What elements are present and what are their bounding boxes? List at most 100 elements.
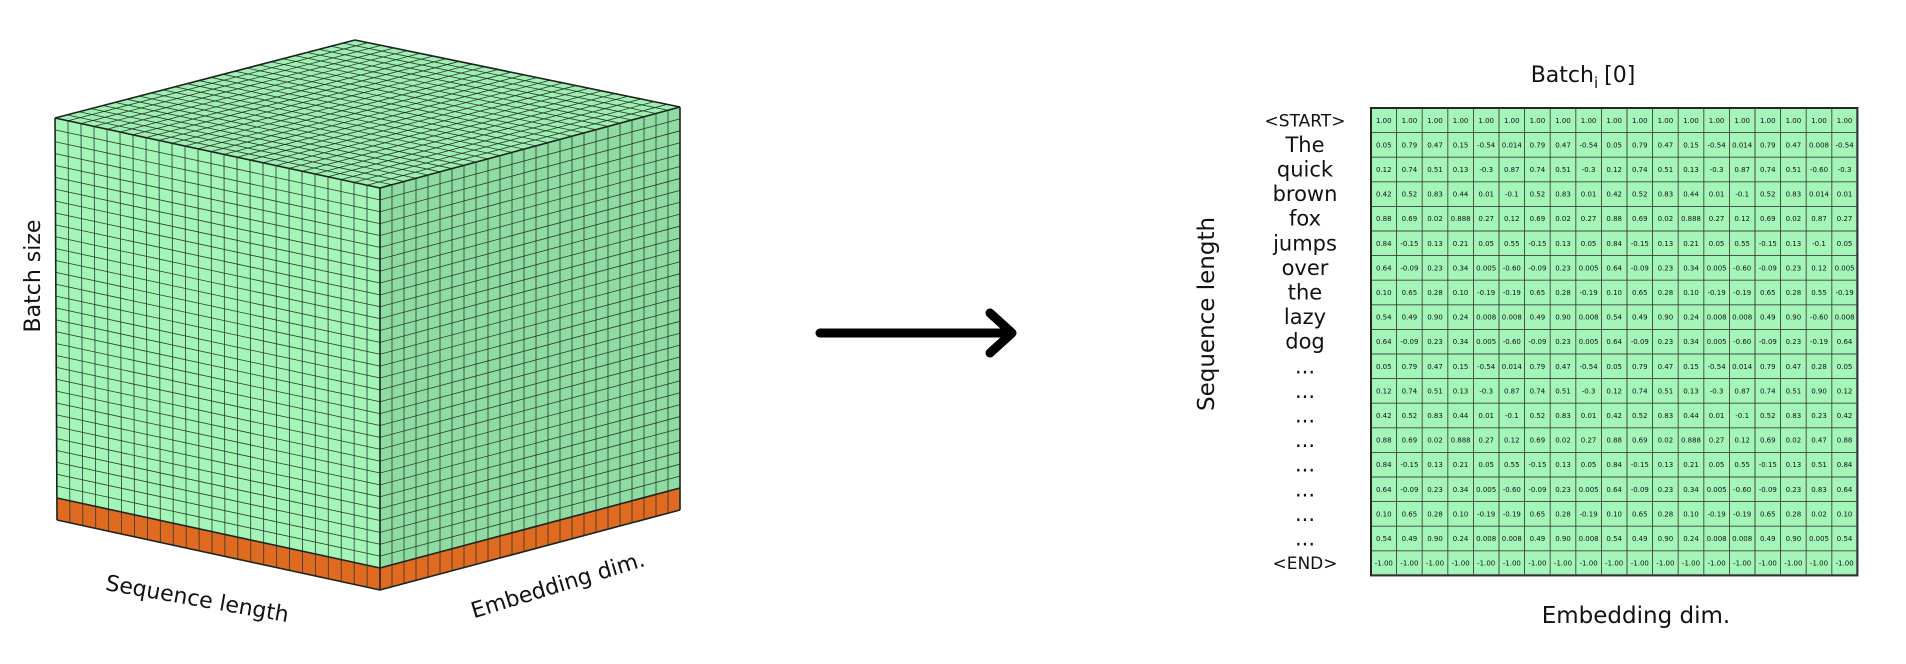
matrix-cell-value: 0.24 [1683, 314, 1699, 322]
matrix-cell-value: 0.24 [1453, 535, 1469, 543]
matrix-cell-value: -0.15 [1759, 461, 1777, 469]
matrix-cell-value: 0.52 [1632, 412, 1648, 420]
matrix-cell-value: 0.49 [1530, 314, 1546, 322]
matrix-cell-value: 0.15 [1683, 363, 1699, 371]
matrix-cell-value: -0.54 [1477, 141, 1496, 149]
matrix-cell-value: 0.79 [1530, 363, 1546, 371]
matrix-cell-value: 0.79 [1402, 363, 1418, 371]
matrix-cell-value: 0.13 [1453, 387, 1469, 395]
matrix-cell-value: 0.014 [1502, 141, 1523, 149]
matrix-cell-value: 0.005 [1476, 264, 1496, 272]
matrix-cell-value: 0.47 [1786, 363, 1802, 371]
matrix-cell-value: 0.52 [1632, 191, 1648, 199]
matrix-cell-value: 0.49 [1632, 314, 1648, 322]
matrix-cell-value: -1.00 [1375, 560, 1393, 568]
matrix-cell-value: 0.79 [1760, 141, 1776, 149]
matrix-cell-value: -0.19 [1477, 510, 1495, 518]
matrix-cell-value: 0.005 [1809, 535, 1829, 543]
matrix-row-axis-label: Sequence length [1194, 217, 1220, 411]
matrix-cell-value: 0.13 [1555, 461, 1571, 469]
matrix-cell-value: 0.02 [1658, 215, 1674, 223]
matrix-cell-value: 0.05 [1376, 363, 1392, 371]
matrix-cell-value: 0.23 [1555, 264, 1571, 272]
matrix-cell-value: 0.21 [1683, 240, 1699, 248]
matrix-cell-value: 0.74 [1402, 387, 1418, 395]
matrix-cell-value: -1.00 [1477, 560, 1495, 568]
matrix-cell-value: -0.60 [1810, 166, 1828, 174]
matrix-cell-value: 0.008 [1502, 535, 1522, 543]
matrix-cell-value: 1.00 [1632, 117, 1648, 125]
matrix-cell-value: 0.008 [1835, 314, 1855, 322]
matrix-cell-value: 0.42 [1606, 191, 1622, 199]
matrix-cell-value: -0.15 [1528, 240, 1546, 248]
matrix-cell-value: 0.13 [1658, 240, 1674, 248]
matrix-cell-value: 0.01 [1581, 191, 1597, 199]
matrix-cell-value: 0.01 [1581, 412, 1597, 420]
matrix-cell-value: 0.65 [1632, 289, 1648, 297]
matrix-cell-value: -0.15 [1528, 461, 1546, 469]
matrix-cell-value: 0.65 [1402, 510, 1418, 518]
matrix-cell-value: 0.888 [1451, 215, 1471, 223]
token-label: dog [1285, 330, 1325, 354]
matrix-cell-value: 0.83 [1786, 191, 1802, 199]
matrix-cell-value: 0.90 [1555, 314, 1571, 322]
matrix-cell-value: 0.10 [1453, 510, 1469, 518]
matrix-cell-value: -0.09 [1759, 264, 1777, 272]
matrix-cell-value: 0.27 [1581, 437, 1597, 445]
matrix-cell-value: 0.69 [1632, 215, 1648, 223]
matrix-cell-value: 0.005 [1476, 338, 1496, 346]
matrix-cell-value: 0.65 [1530, 289, 1546, 297]
matrix-cell-value: -1.00 [1580, 560, 1598, 568]
matrix-cell-value: 0.01 [1478, 191, 1494, 199]
matrix-cell-value: 0.12 [1376, 387, 1392, 395]
matrix-cell-value: 0.55 [1811, 289, 1827, 297]
matrix-cell-value: 0.87 [1504, 166, 1520, 174]
matrix-cell-value: 0.05 [1478, 240, 1494, 248]
matrix-cell-value: 0.01 [1709, 191, 1725, 199]
matrix-cell-value: 0.64 [1376, 338, 1392, 346]
matrix-cell-value: 0.54 [1606, 535, 1622, 543]
matrix-cell-value: 0.65 [1760, 510, 1776, 518]
matrix-cell-value: 0.83 [1658, 191, 1674, 199]
matrix-cell-value: 0.10 [1606, 510, 1622, 518]
matrix-cell-value: 0.88 [1376, 215, 1392, 223]
matrix-cell-value: -1.00 [1400, 560, 1418, 568]
matrix-cell-value: 0.88 [1606, 215, 1622, 223]
matrix-cell-value: 0.014 [1732, 141, 1753, 149]
matrix-cell-value: 0.888 [1681, 215, 1701, 223]
matrix-cell-value: 0.79 [1632, 363, 1648, 371]
matrix-cell-value: 0.12 [1504, 215, 1520, 223]
matrix-cell-value: 0.64 [1606, 264, 1622, 272]
matrix-cell-value: 0.05 [1581, 461, 1597, 469]
matrix-cell-value: 0.008 [1476, 314, 1496, 322]
matrix-cell-value: 0.24 [1453, 314, 1469, 322]
token-label: ... [1295, 527, 1315, 551]
matrix-cell-value: -0.19 [1580, 289, 1598, 297]
matrix-cell-value: -0.3 [1710, 166, 1724, 174]
matrix-cell-value: 0.49 [1632, 535, 1648, 543]
matrix-cell-value: 0.88 [1606, 437, 1622, 445]
matrix-cell-value: 0.90 [1427, 314, 1443, 322]
matrix-cell-value: -1.00 [1452, 560, 1470, 568]
token-labels: <START>Thequickbrownfoxjumpsoverthelazyd… [1265, 111, 1346, 574]
matrix-cell-value: 0.12 [1504, 437, 1520, 445]
matrix-cell-value: -0.1 [1735, 412, 1749, 420]
matrix-cell-value: 0.69 [1632, 437, 1648, 445]
matrix-cell-value: 0.51 [1555, 387, 1571, 395]
matrix-cell-value: -0.09 [1400, 338, 1418, 346]
matrix-cell-value: 0.54 [1837, 535, 1853, 543]
matrix-cell-value: -0.15 [1759, 240, 1777, 248]
matrix-cell-value: 0.34 [1683, 338, 1699, 346]
matrix-cell-value: 0.008 [1579, 314, 1599, 322]
matrix-cell-value: 0.888 [1681, 437, 1701, 445]
matrix-cell-value: -0.60 [1503, 264, 1521, 272]
matrix-cell-value: -1.00 [1656, 560, 1674, 568]
matrix-cell-value: 1.00 [1683, 117, 1699, 125]
matrix-cell-value: 0.12 [1606, 387, 1622, 395]
matrix-cell-value: -0.19 [1733, 510, 1751, 518]
matrix-cell-value: 0.83 [1555, 191, 1571, 199]
matrix-cell-value: 0.52 [1530, 191, 1546, 199]
matrix-cell-value: -1.00 [1836, 560, 1854, 568]
matrix-cell-value: -0.19 [1708, 510, 1726, 518]
matrix-cell-value: 0.05 [1478, 461, 1494, 469]
